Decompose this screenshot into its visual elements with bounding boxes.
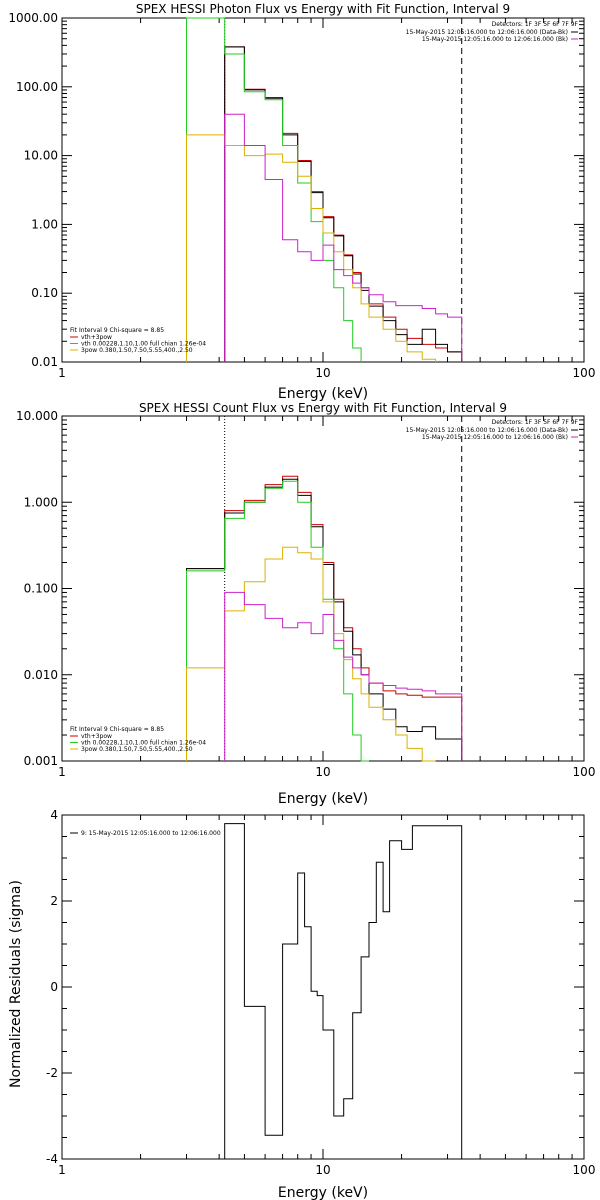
legend-header: Detectors: 1F 3F 5F 6F 7F 9F xyxy=(492,21,579,28)
series-line-3pow xyxy=(186,134,437,362)
legend-item-label: vth+3pow xyxy=(81,334,112,341)
y-tick-label: 0.001 xyxy=(24,754,58,768)
series-line-vth xyxy=(186,480,369,762)
legend-item-label: 15-May-2015 12:05:16.000 to 12:06:16.000… xyxy=(406,29,568,36)
y-tick-label: 2 xyxy=(50,894,58,908)
y-tick-label: 10.000 xyxy=(16,409,58,423)
plot-title: SPEX HESSI Photon Flux vs Energy with Fi… xyxy=(136,2,510,16)
legend-item-label: 15-May-2015 12:05:16.000 to 12:06:16.000… xyxy=(422,36,568,43)
legend-item-label: vth+3pow xyxy=(81,733,112,740)
legend-header: Fit Interval 9 Chi-square = 8.85 xyxy=(70,726,164,733)
x-axis-label: Energy (keV) xyxy=(278,791,368,807)
legend-header: Detectors: 1F 3F 5F 6F 7F 9F xyxy=(492,419,579,426)
x-tick-label: 10 xyxy=(315,765,330,779)
x-tick-label: 100 xyxy=(573,366,596,380)
legend-item-label: 15-May-2015 12:05:16.000 to 12:06:16.000… xyxy=(422,434,568,441)
y-tick-label: 10.00 xyxy=(24,149,58,163)
y-tick-label: 0.010 xyxy=(24,668,58,682)
y-tick-label: 4 xyxy=(50,808,58,822)
y-tick-label: 0.01 xyxy=(31,355,58,369)
series-line-vth xyxy=(186,17,362,362)
series-line-vth-3pow xyxy=(186,475,463,761)
y-axis-label: Normalized Residuals (sigma) xyxy=(8,880,24,1088)
y-tick-label: -2 xyxy=(46,1066,58,1080)
y-tick-label: 1000.00 xyxy=(8,11,58,25)
legend-item-label: 9: 15-May-2015 12:05:16.000 to 12:06:16.… xyxy=(81,830,221,837)
series-line-data-bk xyxy=(186,478,463,761)
series-line-bk xyxy=(224,113,463,362)
residuals-plot: Energy (keV) Normalized Residuals (sigma… xyxy=(8,808,595,1200)
legend-item-label: vth 0.00228,1.10,1.00 full chian 1.26e-0… xyxy=(81,341,206,348)
series-line-3pow xyxy=(186,546,436,762)
x-tick-label: 1 xyxy=(58,765,66,779)
photon-flux-plot: SPEX HESSI Photon Flux vs Energy with Fi… xyxy=(8,2,595,402)
count-flux-plot: SPEX HESSI Count Flux vs Energy with Fit… xyxy=(16,401,595,807)
y-tick-label: 1.000 xyxy=(24,495,58,509)
legend-item-label: 15-May-2015 12:05:16.000 to 12:06:16.000… xyxy=(406,427,568,434)
x-axis-label: Energy (keV) xyxy=(278,386,368,402)
plot-frame xyxy=(61,17,585,363)
x-tick-label: 1 xyxy=(58,1163,66,1177)
legend-item-label: 3pow 0.380,1.50,7.50,5.55,400.,2.50 xyxy=(81,347,193,354)
x-tick-label: 100 xyxy=(573,765,596,779)
y-tick-label: 0 xyxy=(50,980,58,994)
y-tick-label: 0.10 xyxy=(31,286,58,300)
series-line-residuals xyxy=(224,823,463,1159)
plot-frame xyxy=(61,814,585,1160)
plot-title: SPEX HESSI Count Flux vs Energy with Fit… xyxy=(139,401,507,415)
y-tick-label: 1.00 xyxy=(31,217,58,231)
x-axis-label: Energy (keV) xyxy=(278,1185,368,1200)
legend-item-label: 3pow 0.380,1.50,7.50,5.55,400.,2.50 xyxy=(81,746,193,753)
y-tick-label: 100.00 xyxy=(16,80,58,94)
y-tick-label: -4 xyxy=(46,1152,58,1166)
series-line-bk xyxy=(224,591,463,761)
x-tick-label: 10 xyxy=(315,1163,330,1177)
legend-header: Fit Interval 9 Chi-square = 8.85 xyxy=(70,327,164,334)
x-tick-label: 10 xyxy=(315,366,330,380)
x-tick-label: 100 xyxy=(573,1163,596,1177)
legend-item-label: vth 0.00228,1.10,1.00 full chian 1.26e-0… xyxy=(81,740,206,747)
y-tick-label: 0.100 xyxy=(24,582,58,596)
x-tick-label: 1 xyxy=(58,366,66,380)
